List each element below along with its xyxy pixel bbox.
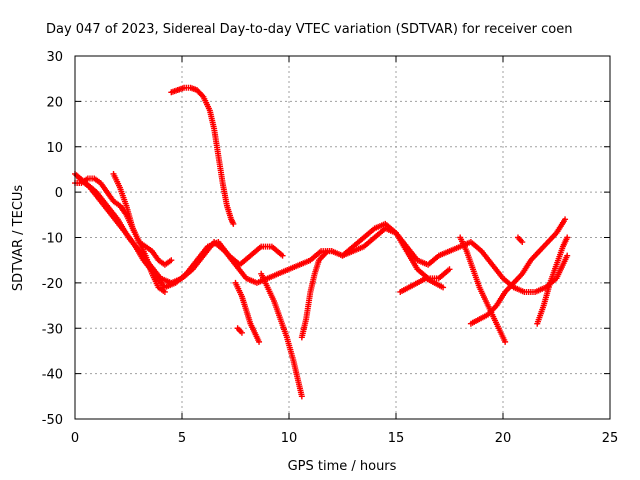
x-tick-label: 0 bbox=[71, 431, 79, 446]
series-track-o bbox=[514, 234, 526, 246]
chart-title: Day 047 of 2023, Sidereal Day-to-day VTE… bbox=[46, 22, 572, 37]
data-point bbox=[562, 216, 569, 223]
data-point bbox=[161, 288, 168, 295]
data-point bbox=[230, 220, 237, 227]
series-track-i bbox=[298, 248, 335, 341]
y-tick-label: 0 bbox=[55, 186, 63, 201]
data-point bbox=[328, 248, 335, 255]
x-tick-label: 20 bbox=[495, 431, 512, 446]
data-point bbox=[440, 284, 447, 291]
axis-ticks: 0 5 10 15 20 25 30 20 10 0 -10 -20 -30 -40 -50 bbox=[42, 50, 619, 446]
x-axis-label: GPS time / hours bbox=[288, 459, 397, 474]
y-tick-label: 10 bbox=[46, 141, 63, 156]
data-point bbox=[279, 252, 286, 259]
x-tick-label: 10 bbox=[281, 431, 298, 446]
series-track-g bbox=[234, 325, 245, 336]
y-tick-label: -40 bbox=[42, 368, 63, 383]
data-point bbox=[238, 329, 245, 336]
x-tick-label: 5 bbox=[178, 431, 186, 446]
y-tick-label: -30 bbox=[42, 322, 63, 337]
data-point bbox=[446, 266, 453, 273]
data-point bbox=[564, 234, 571, 241]
y-tick-label: 20 bbox=[46, 95, 63, 110]
data-point bbox=[502, 338, 509, 345]
data-marks bbox=[72, 84, 571, 400]
series-track-h bbox=[258, 270, 305, 400]
data-point bbox=[298, 393, 305, 400]
x-tick-label: 25 bbox=[602, 431, 619, 446]
y-tick-label: -10 bbox=[42, 232, 63, 247]
series-track-f bbox=[232, 279, 263, 345]
series-track-n bbox=[534, 234, 571, 327]
y-tick-label: -20 bbox=[42, 277, 63, 292]
y-axis-label: SDTVAR / TECUs bbox=[11, 185, 26, 292]
series-track-b bbox=[76, 175, 286, 291]
grid-layer bbox=[75, 56, 610, 419]
y-tick-label: 30 bbox=[46, 50, 63, 65]
series-track-m bbox=[467, 216, 569, 327]
y-tick-label: -50 bbox=[42, 413, 63, 428]
series-track-d bbox=[110, 170, 168, 295]
series-track-a bbox=[72, 170, 571, 295]
series-track-k bbox=[397, 275, 447, 295]
data-point bbox=[564, 252, 571, 259]
data-point bbox=[256, 338, 263, 345]
data-point bbox=[519, 239, 526, 246]
series-track-e bbox=[168, 84, 237, 227]
data-point bbox=[168, 257, 175, 264]
x-tick-label: 15 bbox=[388, 431, 405, 446]
